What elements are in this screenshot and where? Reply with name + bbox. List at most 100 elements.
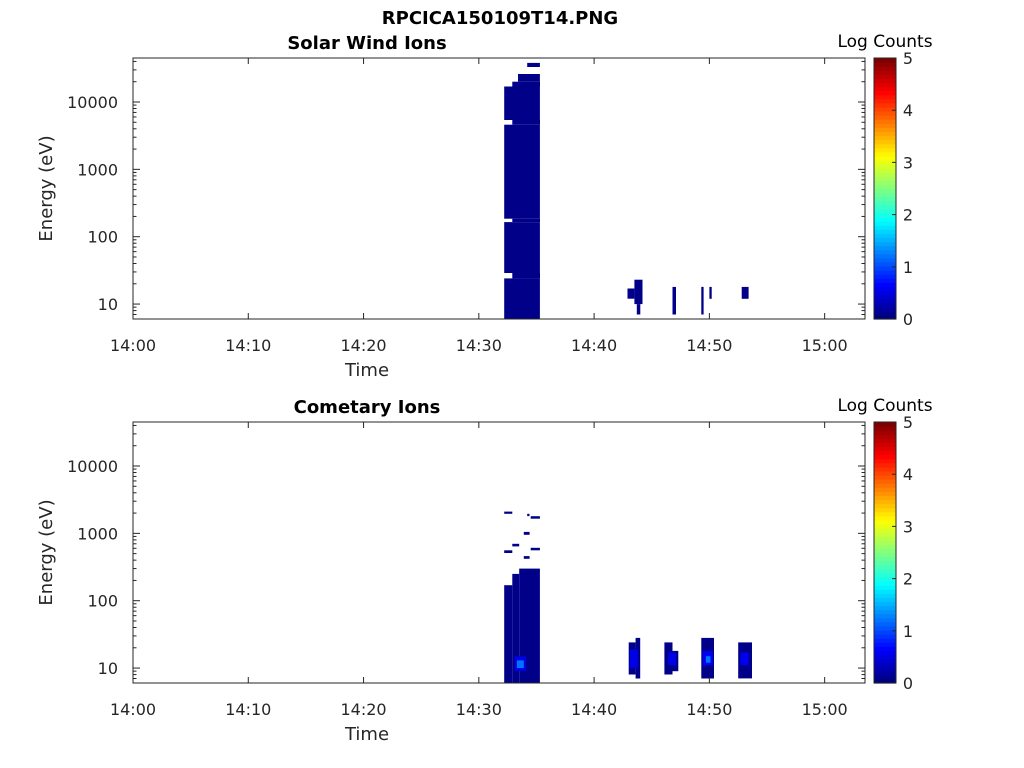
x-tick-label: 14:40 [571,336,617,355]
colorbar-swatch [874,613,896,619]
colorbar-swatch [874,487,896,492]
colorbar-swatch [874,629,896,635]
colorbar-swatch [874,621,896,627]
colorbar-swatch [874,593,896,598]
colorbar-swatch [874,257,896,263]
colorbar-tick-label: 4 [903,101,913,120]
colorbar-swatch [874,66,896,71]
colorbar-swatch [874,302,896,308]
x-tick-label: 14:10 [225,700,271,719]
y-axis-label: Energy (eV) [36,499,57,605]
colorbar-frame [873,421,897,684]
colorbar-swatch [874,217,896,222]
y-tick-label: 10 [98,659,118,678]
colorbar-swatch [874,475,896,480]
heatmap-cell [504,585,513,683]
colorbar-swatch [874,123,896,128]
colorbar-swatch [874,434,896,439]
colorbar-tick-label: 2 [903,570,913,589]
colorbar-tick-label: 0 [903,310,913,329]
heatmap-cell [634,279,643,305]
heatmap-cell [504,511,513,514]
colorbar-swatch [874,168,896,173]
colorbar-swatch [874,188,896,194]
colorbar-title: Log Counts [837,396,932,416]
x-tick-label: 14:10 [225,336,271,355]
colorbar-swatch [874,540,896,545]
heatmap-cell [518,74,540,82]
colorbar-tick-label: 1 [903,258,913,277]
heatmap-cell [627,288,635,299]
colorbar-swatch [874,241,896,247]
heatmap-cells [504,511,752,683]
colorbar-swatch [874,196,896,202]
colorbar-swatch [874,458,896,464]
heatmap-cell [512,218,540,222]
colorbar-tick-label: 5 [903,49,913,68]
colorbar-swatch [874,90,896,96]
heatmap-cell [512,573,520,683]
colorbar-swatch [874,495,896,501]
colorbar-tick-label: 1 [903,622,913,641]
y-tick-label: 10 [98,295,118,314]
colorbar-swatch [874,286,896,292]
colorbar-swatch [874,528,896,533]
heatmap-cell [740,652,749,666]
colorbar-swatch [874,483,896,488]
heatmap-cell [504,86,540,120]
x-tick-label: 14:30 [456,336,502,355]
colorbar-swatch [874,609,896,615]
heatmap-cell [667,652,676,666]
colorbar-swatch [874,642,896,647]
colorbar-swatch [874,111,896,116]
colorbar-swatch [874,294,896,300]
y-tick-label: 1000 [77,524,118,543]
colorbar-swatch [874,221,896,226]
heatmap-cell [701,286,704,315]
heatmap-cells [504,62,749,319]
panels: Solar Wind Ions 14:00 14:10 14:20 14:30 14:40… [36,32,933,745]
heatmap-cell [527,513,530,517]
colorbar-swatch [874,265,896,271]
heatmap-cell [523,556,530,559]
colorbar-swatch [874,422,896,427]
colorbar-swatch [874,155,896,161]
colorbar-swatch [874,237,896,243]
heatmap-cell [504,124,540,219]
y-tick-label: 10000 [67,93,118,112]
colorbar-title: Log Counts [837,32,932,52]
y-tick-label: 100 [87,592,118,611]
colorbar-swatch [874,249,896,255]
heatmap-cell [629,649,638,669]
colorbar-tick-label: 0 [903,674,913,693]
panel-title: Solar Wind Ions [287,33,446,54]
colorbar-swatch [874,548,896,554]
x-tick-label: 15:00 [802,336,848,355]
colorbar-swatch [874,454,896,460]
colorbar-swatch [874,306,896,312]
colorbar-swatch [874,568,896,574]
colorbar-swatch [874,298,896,304]
colorbar-swatch [874,253,896,259]
colorbar-swatch [874,544,896,550]
colorbar-swatch [874,127,896,133]
colorbar-tick-label: 2 [903,206,913,225]
plot-frame [132,421,866,684]
colorbar-swatch [874,666,896,672]
colorbar-swatch [874,450,896,456]
heatmap-cell [512,81,540,87]
colorbar-swatch [874,159,896,165]
colorbar-swatch [874,176,896,181]
heatmap-cell [672,286,676,315]
colorbar-swatch [874,245,896,251]
plot-frame [132,57,866,320]
colorbar-swatch [874,151,896,157]
colorbar-swatch [874,519,896,525]
colorbar-swatch [874,139,896,145]
colorbar-swatch [874,290,896,296]
colorbar-swatch [874,278,896,283]
heatmap-cell [512,272,540,279]
colorbar-swatch [874,94,896,100]
heatmap-cell [516,660,524,669]
colorbar-swatch [874,560,896,566]
